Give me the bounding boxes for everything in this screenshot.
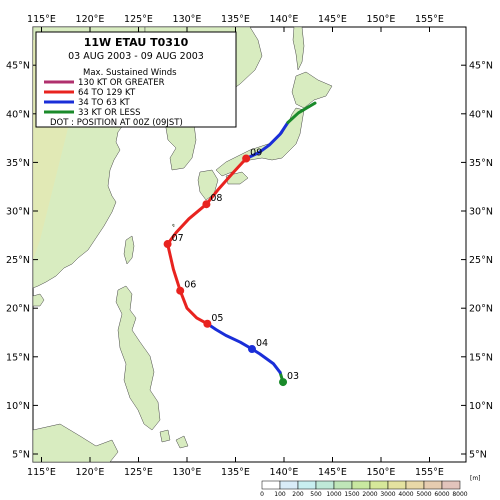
- lat-label-right-6: 35°N: [469, 158, 493, 169]
- land-kyushu: [197, 169, 219, 201]
- lat-label-right-7: 40°N: [469, 109, 493, 120]
- lon-label-bottom-6: 145°E: [318, 467, 347, 478]
- lon-label-bottom-5: 140°E: [270, 467, 299, 478]
- legend-label-cat-1: 64 TO 129 KT: [78, 88, 136, 98]
- daily-positions: 03 04 05 06 07 08 09: [163, 148, 299, 387]
- track-segment-3: [244, 121, 290, 160]
- position-dot-08: [202, 200, 211, 209]
- lon-label-top-3: 130°E: [173, 14, 202, 25]
- land-sakhalin: [292, 26, 305, 71]
- lon-label-top-6: 145°E: [318, 14, 347, 25]
- lat-label-right-2: 15°N: [469, 352, 493, 363]
- colorbar-swatch-2: [297, 480, 317, 490]
- colorbar-label-9: 5000: [416, 491, 431, 498]
- colorbar-label-0: 0: [260, 491, 264, 498]
- colorbar-swatch-0: [261, 480, 281, 490]
- lon-label-top-8: 155°E: [415, 14, 444, 25]
- track-segment-1: [205, 322, 282, 374]
- colorbar-unit: [m]: [470, 475, 481, 482]
- colorbar-swatch-6: [369, 480, 389, 490]
- lon-label-top-2: 125°E: [124, 14, 153, 25]
- elevation-colorbar: [m] 0 100 200 500 1000 1500 2000 3000 4000 5000 60…: [260, 475, 480, 498]
- position-dot-07: [163, 240, 172, 249]
- lat-label-right-8: 45°N: [469, 61, 493, 72]
- position-dot-04: [247, 345, 256, 354]
- lat-label-left-3: 20°N: [6, 304, 30, 315]
- lon-label-bottom-3: 130°E: [173, 467, 202, 478]
- position-dot-09: [242, 154, 251, 163]
- track-segment-4: [286, 101, 317, 124]
- legend-label-cat-3: 33 KT OR LESS: [78, 108, 141, 118]
- land-hainan: [32, 293, 45, 307]
- colorbar-swatch-5: [351, 480, 371, 490]
- day-label-05: 05: [211, 313, 223, 324]
- legend-winds-heading: Max. Sustained Winds: [83, 68, 177, 78]
- lat-label-left-4: 25°N: [6, 255, 30, 266]
- graticule-ticks: 115°E 115°E 120°E 120°E 125°E 125°E 130°E 130°E…: [6, 14, 493, 478]
- lon-label-top-7: 150°E: [367, 14, 396, 25]
- lat-label-right-1: 10°N: [469, 401, 493, 412]
- legend-title: 11W ETAU T0310: [84, 36, 189, 49]
- lon-label-bottom-4: 135°E: [221, 467, 250, 478]
- day-label-09: 09: [250, 148, 262, 159]
- colorbar-label-11: 8000: [452, 491, 467, 498]
- position-dot-06: [176, 286, 185, 295]
- lat-label-right-0: 5°N: [469, 450, 487, 461]
- colorbar-swatch-9: [423, 480, 443, 490]
- land-philippines: [115, 285, 161, 431]
- lon-label-bottom-7: 150°E: [367, 467, 396, 478]
- lat-label-left-6: 35°N: [6, 158, 30, 169]
- legend-dot-note: DOT : POSITION AT 00Z (09JST): [50, 118, 183, 128]
- lon-label-top-4: 135°E: [221, 14, 250, 25]
- colorbar-swatch-3: [315, 480, 335, 490]
- land-hokkaido: [291, 71, 333, 109]
- legend-label-cat-2: 34 TO 63 KT: [78, 98, 131, 108]
- lat-label-left-1: 10°N: [6, 401, 30, 412]
- colorbar-label-4: 1000: [326, 491, 341, 498]
- colorbar-swatch-8: [405, 480, 425, 490]
- position-dot-03: [279, 378, 288, 387]
- lon-label-top-1: 120°E: [76, 14, 105, 25]
- lat-label-left-2: 15°N: [6, 352, 30, 363]
- land-small-islands: [159, 223, 189, 449]
- lon-label-bottom-2: 125°E: [124, 467, 153, 478]
- day-label-07: 07: [172, 233, 184, 244]
- track-segment-2: [166, 157, 248, 326]
- lat-label-left-7: 40°N: [6, 109, 30, 120]
- colorbar-label-2: 200: [292, 491, 304, 498]
- lon-label-top-0: 115°E: [27, 14, 56, 25]
- colorbar-label-8: 4000: [398, 491, 413, 498]
- lat-label-right-4: 25°N: [469, 255, 493, 266]
- legend: 11W ETAU T0310 03 AUG 2003 - 09 AUG 2003…: [35, 31, 237, 128]
- colorbar-label-3: 500: [310, 491, 322, 498]
- lon-label-top-5: 140°E: [270, 14, 299, 25]
- colorbar-swatch-7: [387, 480, 407, 490]
- lon-label-bottom-1: 120°E: [76, 467, 105, 478]
- legend-period: 03 AUG 2003 - 09 AUG 2003: [68, 51, 204, 62]
- land-borneo: [32, 423, 119, 463]
- colorbar-swatch-1: [279, 480, 299, 490]
- lon-label-bottom-8: 155°E: [415, 467, 444, 478]
- colorbar-label-6: 2000: [362, 491, 377, 498]
- lat-label-left-5: 30°N: [6, 207, 30, 218]
- day-label-08: 08: [210, 193, 222, 204]
- colorbar-label-10: 6000: [434, 491, 449, 498]
- legend-label-cat-0: 130 KT OR GREATER: [78, 78, 165, 88]
- colorbar-swatch-10: [441, 480, 461, 490]
- colorbar-swatch-4: [333, 480, 353, 490]
- day-label-03: 03: [287, 371, 299, 382]
- position-dot-05: [203, 319, 212, 328]
- lon-label-bottom-0: 115°E: [27, 467, 56, 478]
- lat-label-right-3: 20°N: [469, 304, 493, 315]
- lat-label-left-0: 5°N: [12, 450, 30, 461]
- day-label-06: 06: [184, 280, 196, 291]
- land-taiwan: [123, 235, 135, 265]
- colorbar-label-1: 100: [274, 491, 286, 498]
- colorbar-label-7: 3000: [380, 491, 395, 498]
- day-label-04: 04: [256, 338, 268, 349]
- lat-label-right-5: 30°N: [469, 207, 493, 218]
- colorbar-label-5: 1500: [344, 491, 359, 498]
- lat-label-left-8: 45°N: [6, 61, 30, 72]
